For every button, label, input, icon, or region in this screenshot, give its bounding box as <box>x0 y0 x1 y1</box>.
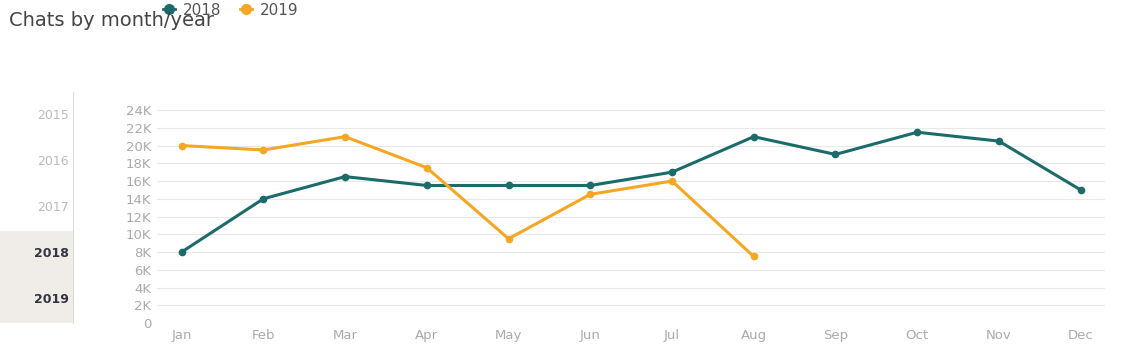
Text: 2017: 2017 <box>37 201 68 214</box>
Text: 2018: 2018 <box>34 247 68 260</box>
Text: 2016: 2016 <box>37 155 68 168</box>
Legend: 2018, 2019: 2018, 2019 <box>163 3 298 18</box>
Text: Chats by month/year: Chats by month/year <box>9 11 214 30</box>
Text: 2019: 2019 <box>34 294 68 306</box>
Text: 2015: 2015 <box>37 109 68 122</box>
